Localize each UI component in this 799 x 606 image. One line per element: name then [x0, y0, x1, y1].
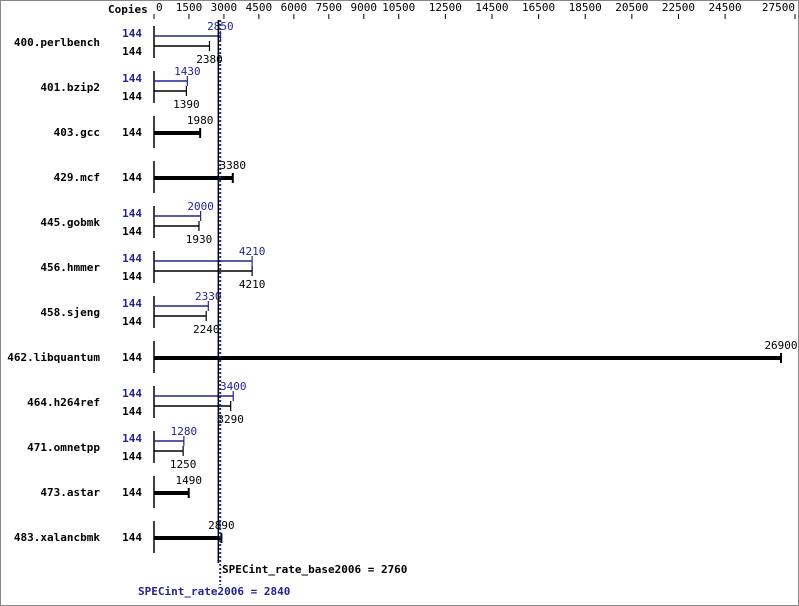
value-label: 2890 — [208, 519, 235, 532]
x-tick-label: 10500 — [382, 1, 415, 14]
x-tick-label: 3000 — [211, 1, 238, 14]
value-label: 2240 — [193, 323, 220, 336]
category-label: 471.omnetpp — [27, 441, 100, 454]
value-label: 1250 — [170, 458, 197, 471]
category-label: 445.gobmk — [40, 216, 100, 229]
x-tick-label: 4500 — [246, 1, 273, 14]
x-tick-label: 1500 — [176, 1, 203, 14]
value-label: 1490 — [175, 474, 202, 487]
value-label: 1280 — [171, 425, 198, 438]
x-tick-label: 7500 — [316, 1, 343, 14]
x-tick-label: 16500 — [522, 1, 555, 14]
value-label: 1390 — [173, 98, 200, 111]
category-label: 473.astar — [40, 486, 100, 499]
value-label: 3380 — [220, 159, 247, 172]
mean-label: SPECint_rate2006 = 2840 — [138, 585, 290, 598]
copies-label: 144 — [122, 207, 142, 220]
category-label: 403.gcc — [54, 126, 100, 139]
x-tick-label: 22500 — [662, 1, 695, 14]
category-label: 458.sjeng — [40, 306, 100, 319]
copies-label: 144 — [122, 432, 142, 445]
copies-label: 144 — [122, 90, 142, 103]
copies-label: 144 — [122, 450, 142, 463]
copies-label: 144 — [122, 405, 142, 418]
category-label: 483.xalancbmk — [14, 531, 100, 544]
value-label: 2380 — [196, 53, 223, 66]
copies-label: 144 — [122, 270, 142, 283]
axis-label: Copies — [108, 3, 148, 16]
value-label: 26900 — [764, 339, 797, 352]
copies-label: 144 — [122, 297, 142, 310]
copies-label: 144 — [122, 126, 142, 139]
value-label: 4210 — [239, 245, 266, 258]
value-label: 2330 — [195, 290, 222, 303]
copies-label: 144 — [122, 252, 142, 265]
copies-label: 144 — [122, 531, 142, 544]
x-tick-label: 6000 — [281, 1, 308, 14]
mean-label: SPECint_rate_base2006 = 2760 — [222, 563, 407, 576]
copies-label: 144 — [122, 387, 142, 400]
copies-label: 144 — [122, 171, 142, 184]
value-label: 1430 — [174, 65, 201, 78]
category-label: 462.libquantum — [7, 351, 100, 364]
x-tick-label: 14500 — [475, 1, 508, 14]
copies-label: 144 — [122, 72, 142, 85]
copies-label: 144 — [122, 486, 142, 499]
copies-label: 144 — [122, 45, 142, 58]
value-label: 3290 — [217, 413, 244, 426]
x-tick-label: 12500 — [429, 1, 462, 14]
category-label: 401.bzip2 — [40, 81, 100, 94]
value-label: 1930 — [186, 233, 213, 246]
x-tick-label: 18500 — [569, 1, 602, 14]
x-tick-label: 27500 — [762, 1, 795, 14]
category-label: 429.mcf — [54, 171, 100, 184]
value-label: 4210 — [239, 278, 266, 291]
category-label: 456.hmmer — [40, 261, 100, 274]
copies-label: 144 — [122, 351, 142, 364]
x-tick-label: 0 — [156, 1, 163, 14]
category-label: 400.perlbench — [14, 36, 100, 49]
copies-label: 144 — [122, 27, 142, 40]
value-label: 2850 — [207, 20, 234, 33]
copies-label: 144 — [122, 225, 142, 238]
x-tick-label: 20500 — [615, 1, 648, 14]
copies-label: 144 — [122, 315, 142, 328]
value-label: 1980 — [187, 114, 214, 127]
x-tick-label: 24500 — [709, 1, 742, 14]
x-tick-label: 9000 — [351, 1, 378, 14]
value-label: 3400 — [220, 380, 247, 393]
value-label: 2000 — [187, 200, 214, 213]
category-label: 464.h264ref — [27, 396, 100, 409]
